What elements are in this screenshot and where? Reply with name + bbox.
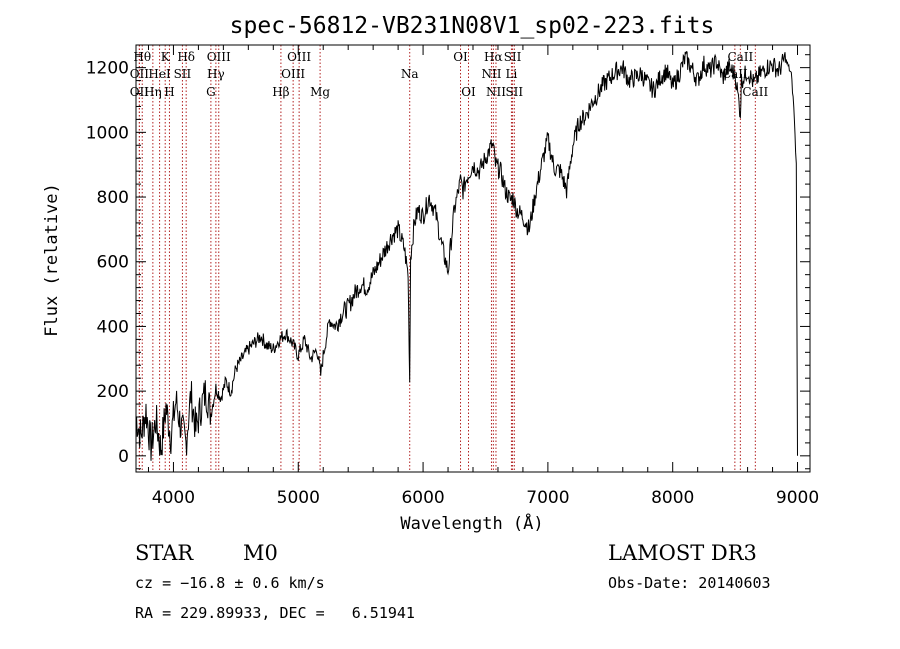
spectral-line-label: NII — [481, 67, 501, 81]
plot-frame — [135, 44, 811, 473]
spectral-line-label: Na — [401, 67, 419, 81]
x-tick-label: 7000 — [526, 488, 569, 508]
y-tick-label: 200 — [97, 382, 129, 402]
spectral-line-label: CaII — [727, 50, 753, 64]
y-tick-label: 1000 — [86, 123, 129, 143]
spectral-line-label: SII — [504, 50, 522, 64]
spectral-line-label: Mg — [310, 85, 330, 99]
spectral-line-label: HeI — [148, 67, 171, 81]
redshift-value: cz = −16.8 ± 0.6 km/s — [135, 574, 325, 592]
spectral-line-label: Hθ — [133, 50, 151, 64]
x-tick-label: 8000 — [651, 488, 694, 508]
spectral-line-label: OI — [453, 50, 468, 64]
chart-title: spec-56812-VB231N08V1_sp02-223.fits — [230, 13, 715, 39]
spectral-line-label: OII — [130, 85, 150, 99]
y-tick-label: 600 — [97, 253, 129, 273]
spectral-line-label: Hβ — [272, 85, 289, 99]
spectral-line-markers — [138, 45, 756, 472]
axis-ticks: 4000 5000 6000 7000 8000 9000 0 200 400 600 800 100… — [86, 45, 819, 508]
spectral-line-label: CaII — [722, 67, 748, 81]
spectral-line-label: NII — [486, 85, 506, 99]
spectral-line-label: OIII — [281, 67, 305, 81]
spectral-line-label: CaII — [742, 85, 768, 99]
y-tick-label: 800 — [97, 188, 129, 208]
spectral-line-label: H — [164, 85, 174, 99]
object-class: STAR — [135, 541, 194, 565]
spectral-line-label: Hγ — [207, 67, 225, 81]
y-axis-label: Flux (relative) — [42, 183, 62, 337]
spectral-line-label: K — [161, 50, 171, 64]
x-axis-label: Wavelength (Å) — [400, 512, 543, 534]
spectral-line-label: Li — [506, 67, 518, 81]
y-tick-label: 0 — [118, 447, 129, 467]
x-tick-label: 6000 — [401, 488, 444, 508]
spectral-line-label: SII — [505, 85, 523, 99]
spectral-line-label: OI — [461, 85, 476, 99]
spectral-line-label: Hα — [484, 50, 503, 64]
x-tick-label: 5000 — [277, 488, 320, 508]
y-tick-label: 1200 — [86, 59, 129, 79]
spectrum-series — [135, 51, 798, 461]
y-tick-label: 400 — [97, 317, 129, 337]
spectral-line-label: G — [206, 85, 216, 99]
spectral-line-label: OII — [130, 67, 150, 81]
spectrum-line — [135, 51, 798, 461]
x-tick-label: 4000 — [152, 488, 195, 508]
spectral-line-labels: HθOIIOIIHηHeIKHSIIHδGHγOIIIHβOIIIOIIIMgN… — [130, 50, 769, 99]
spectral-line-label: Hδ — [177, 50, 195, 64]
observation-date: Obs-Date: 20140603 — [608, 574, 771, 592]
survey-name: LAMOST DR3 — [608, 541, 757, 565]
spectral-line-label: Hη — [144, 85, 162, 99]
spectral-line-label: SII — [174, 67, 192, 81]
object-subclass: M0 — [243, 541, 278, 565]
spectral-line-label: OIII — [287, 50, 311, 64]
x-tick-label: 9000 — [776, 488, 819, 508]
coordinates: RA = 229.89933, DEC = 6.51941 — [135, 604, 415, 622]
spectral-line-label: OIII — [207, 50, 231, 64]
